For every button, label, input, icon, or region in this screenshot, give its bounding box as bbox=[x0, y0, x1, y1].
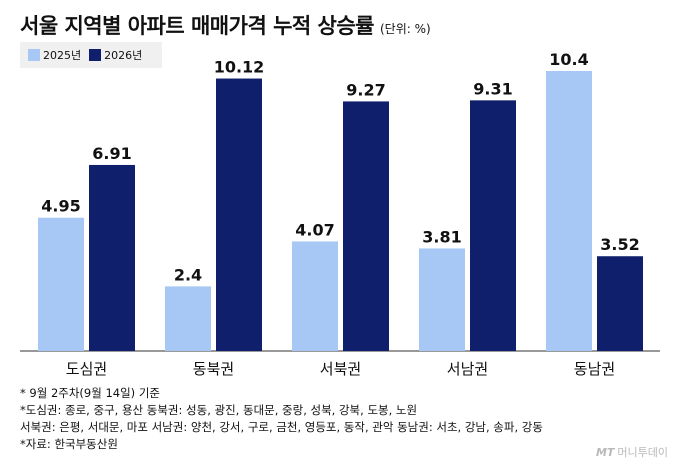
legend-swatch-2026 bbox=[89, 49, 102, 61]
bar-동남권-2026년 bbox=[597, 256, 643, 351]
footnote-regions-2: 서북권: 은평, 서대문, 마포 서남권: 양천, 강서, 구로, 금천, 영등… bbox=[20, 420, 543, 434]
data-label-동북권-2026년: 10.12 bbox=[214, 58, 265, 77]
bar-chart: 4.95 6.91 도심권 2.4 10.12 동북권 4.07 9.27 서북권 3.81 9.3… bbox=[20, 50, 660, 378]
legend-item-2025: 2025년 bbox=[28, 47, 81, 63]
bar-도심권-2025년 bbox=[38, 217, 84, 351]
category-label-동남권: 동남권 bbox=[574, 360, 615, 378]
unit-label: (단위: %) bbox=[380, 22, 431, 36]
chart-title-text: 서울 지역별 아파트 매매가격 누적 상승률 bbox=[20, 14, 375, 38]
data-label-도심권-2026년: 6.91 bbox=[92, 144, 131, 163]
bar-서남권-2025년 bbox=[419, 248, 465, 351]
data-label-동남권-2026년: 3.52 bbox=[600, 235, 639, 254]
data-label-동북권-2025년: 2.4 bbox=[174, 265, 202, 284]
data-label-서남권-2026년: 9.31 bbox=[473, 79, 512, 98]
legend-swatch-2025 bbox=[28, 49, 40, 61]
data-label-서남권-2025년: 3.81 bbox=[422, 227, 461, 246]
brand-logo-icon: MT bbox=[595, 446, 615, 459]
legend: 2025년 2026년 bbox=[20, 42, 162, 68]
footnotes: * 9월 2주차(9월 14일) 기준 *도심권: 종로, 중구, 용산 동북권… bbox=[20, 385, 543, 453]
bar-서남권-2026년 bbox=[470, 100, 516, 351]
legend-item-2026: 2026년 bbox=[89, 47, 142, 63]
bar-동북권-2026년 bbox=[216, 78, 262, 352]
legend-label-2026: 2026년 bbox=[104, 49, 143, 62]
brand-name: 머니투데이 bbox=[617, 446, 668, 459]
category-label-서남권: 서남권 bbox=[447, 360, 488, 378]
data-label-동남권-2025년: 10.4 bbox=[549, 50, 588, 69]
data-label-서북권-2025년: 4.07 bbox=[295, 220, 334, 239]
footnote-source: *자료: 한국부동산원 bbox=[20, 437, 118, 451]
data-label-서북권-2026년: 9.27 bbox=[346, 80, 385, 99]
chart-title: 서울 지역별 아파트 매매가격 누적 상승률 (단위: %) bbox=[20, 10, 431, 40]
bar-도심권-2026년 bbox=[89, 164, 135, 351]
brand-watermark: MT 머니투데이 bbox=[596, 444, 668, 460]
footnote-regions-1: *도심권: 종로, 중구, 용산 동북권: 성동, 광진, 동대문, 중랑, 성… bbox=[20, 403, 418, 417]
bar-동남권-2025년 bbox=[546, 71, 592, 351]
bar-동북권-2025년 bbox=[165, 286, 211, 351]
category-label-도심권: 도심권 bbox=[66, 360, 107, 378]
category-label-서북권: 서북권 bbox=[320, 360, 361, 378]
bar-서북권-2026년 bbox=[343, 101, 389, 351]
category-label-동북권: 동북권 bbox=[193, 360, 234, 378]
legend-label-2025: 2025년 bbox=[43, 49, 82, 62]
data-label-도심권-2025년: 4.95 bbox=[41, 197, 80, 216]
bar-서북권-2025년 bbox=[292, 241, 338, 351]
footnote-basis: * 9월 2주차(9월 14일) 기준 bbox=[20, 386, 160, 400]
